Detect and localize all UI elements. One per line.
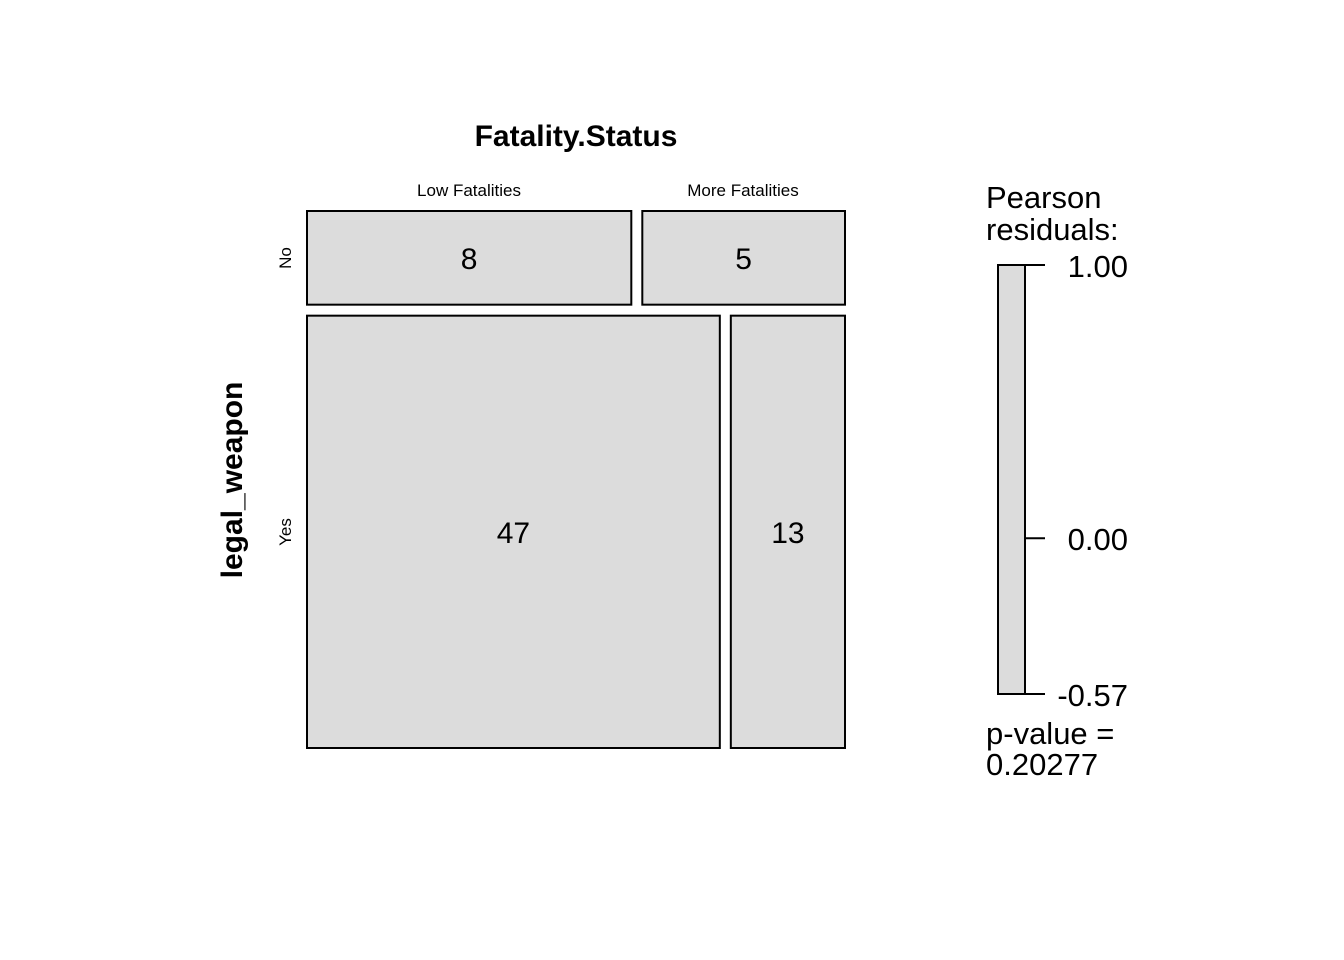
x-level-label-0: Low Fatalities (417, 181, 521, 200)
p-value-line1: p-value = (986, 716, 1114, 751)
legend-color-bar (997, 264, 1026, 695)
mosaic-cells: 8 5 47 13 (306, 210, 846, 749)
mosaic-cell-yes-0 (306, 314, 721, 749)
cell-count-label: 47 (497, 517, 530, 550)
y-level-label-1: Yes (276, 518, 295, 546)
legend-tick-label-zero: 0.00 (1068, 522, 1128, 557)
legend-tick-label-min: -0.57 (1057, 678, 1128, 713)
p-value-line2: 0.20277 (986, 747, 1098, 782)
mosaic-cell-no-1 (641, 210, 846, 306)
mosaic-cell-no-0 (306, 210, 633, 306)
legend-tick-label-max: 1.00 (1068, 249, 1128, 284)
chart-title: Fatality.Status (475, 120, 678, 153)
cell-count-label: 13 (771, 517, 804, 550)
legend: Pearson residuals: 1.00 0.00 -0.57 p-val… (986, 180, 1128, 782)
cell-count-label: 8 (461, 243, 478, 276)
legend-title-line2: residuals: (986, 212, 1119, 247)
x-level-label-1: More Fatalities (687, 181, 798, 200)
mosaic-cell-yes-1 (729, 314, 846, 749)
cell-count-label: 5 (735, 243, 752, 276)
legend-title-line1: Pearson (986, 180, 1101, 215)
y-level-label-0: No (276, 247, 295, 269)
y-axis-title: legal_weapon (216, 382, 249, 579)
